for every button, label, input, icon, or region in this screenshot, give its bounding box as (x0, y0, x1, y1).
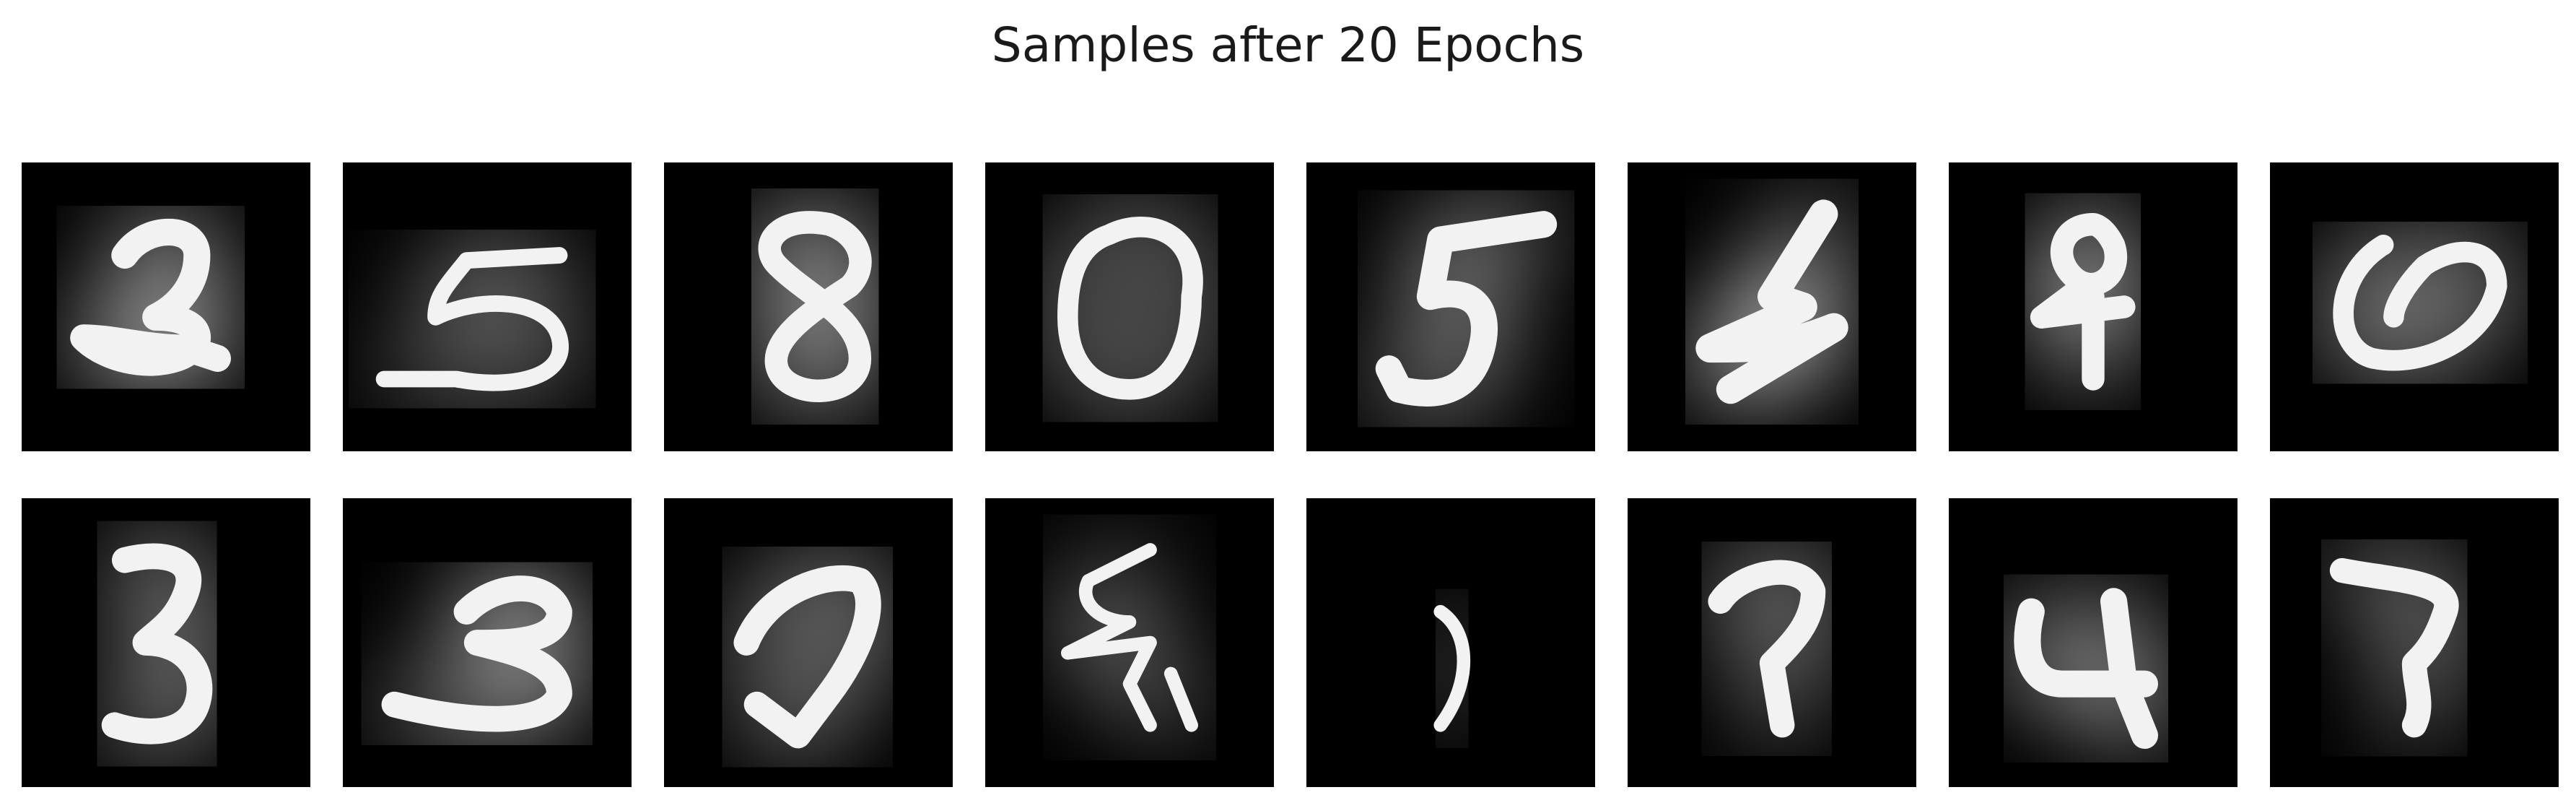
sample-image-r2c6 (1628, 498, 1916, 787)
digit-3-glyph (379, 573, 575, 735)
sample-image-r1c8 (2270, 162, 2559, 451)
sample-image-r2c2 (343, 498, 632, 787)
digit-5-glyph (1059, 542, 1200, 734)
digit-2-glyph (66, 215, 235, 379)
digit-2-glyph (2326, 555, 2462, 741)
sample-image-r1c7 (1949, 162, 2237, 451)
sample-image-r1c5 (1306, 162, 1595, 451)
sample-image-r2c4 (985, 498, 1274, 787)
sample-image-r2c1 (22, 498, 310, 787)
digit-8-glyph (755, 207, 875, 406)
sample-image-r1c2 (343, 162, 632, 451)
digit-7-glyph (730, 562, 884, 751)
sample-image-r1c1 (22, 162, 310, 451)
sample-image-r2c3 (664, 498, 953, 787)
digit-3-glyph (99, 540, 215, 747)
digit-8-glyph (2027, 209, 2139, 394)
digit-5-glyph (1373, 209, 1559, 409)
digit-7-glyph (1705, 557, 1829, 741)
figure-title: Samples after 20 Epochs (991, 17, 1585, 73)
sample-image-r2c7 (1949, 498, 2237, 787)
digit-4-glyph (2011, 585, 2162, 752)
sample-image-r1c6 (1628, 162, 1916, 451)
digit-0-glyph (2330, 231, 2510, 374)
sample-grid (22, 162, 2561, 787)
digit-4-glyph (1693, 196, 1851, 407)
digit-0-glyph (1054, 213, 1206, 403)
digit-5-glyph (373, 245, 571, 394)
sample-image-r1c3 (664, 162, 953, 451)
curved-stroke-glyph (1432, 603, 1472, 734)
sample-image-r1c4 (985, 162, 1274, 451)
sample-image-r2c8 (2270, 498, 2559, 787)
sample-image-r2c5 (1306, 498, 1595, 787)
